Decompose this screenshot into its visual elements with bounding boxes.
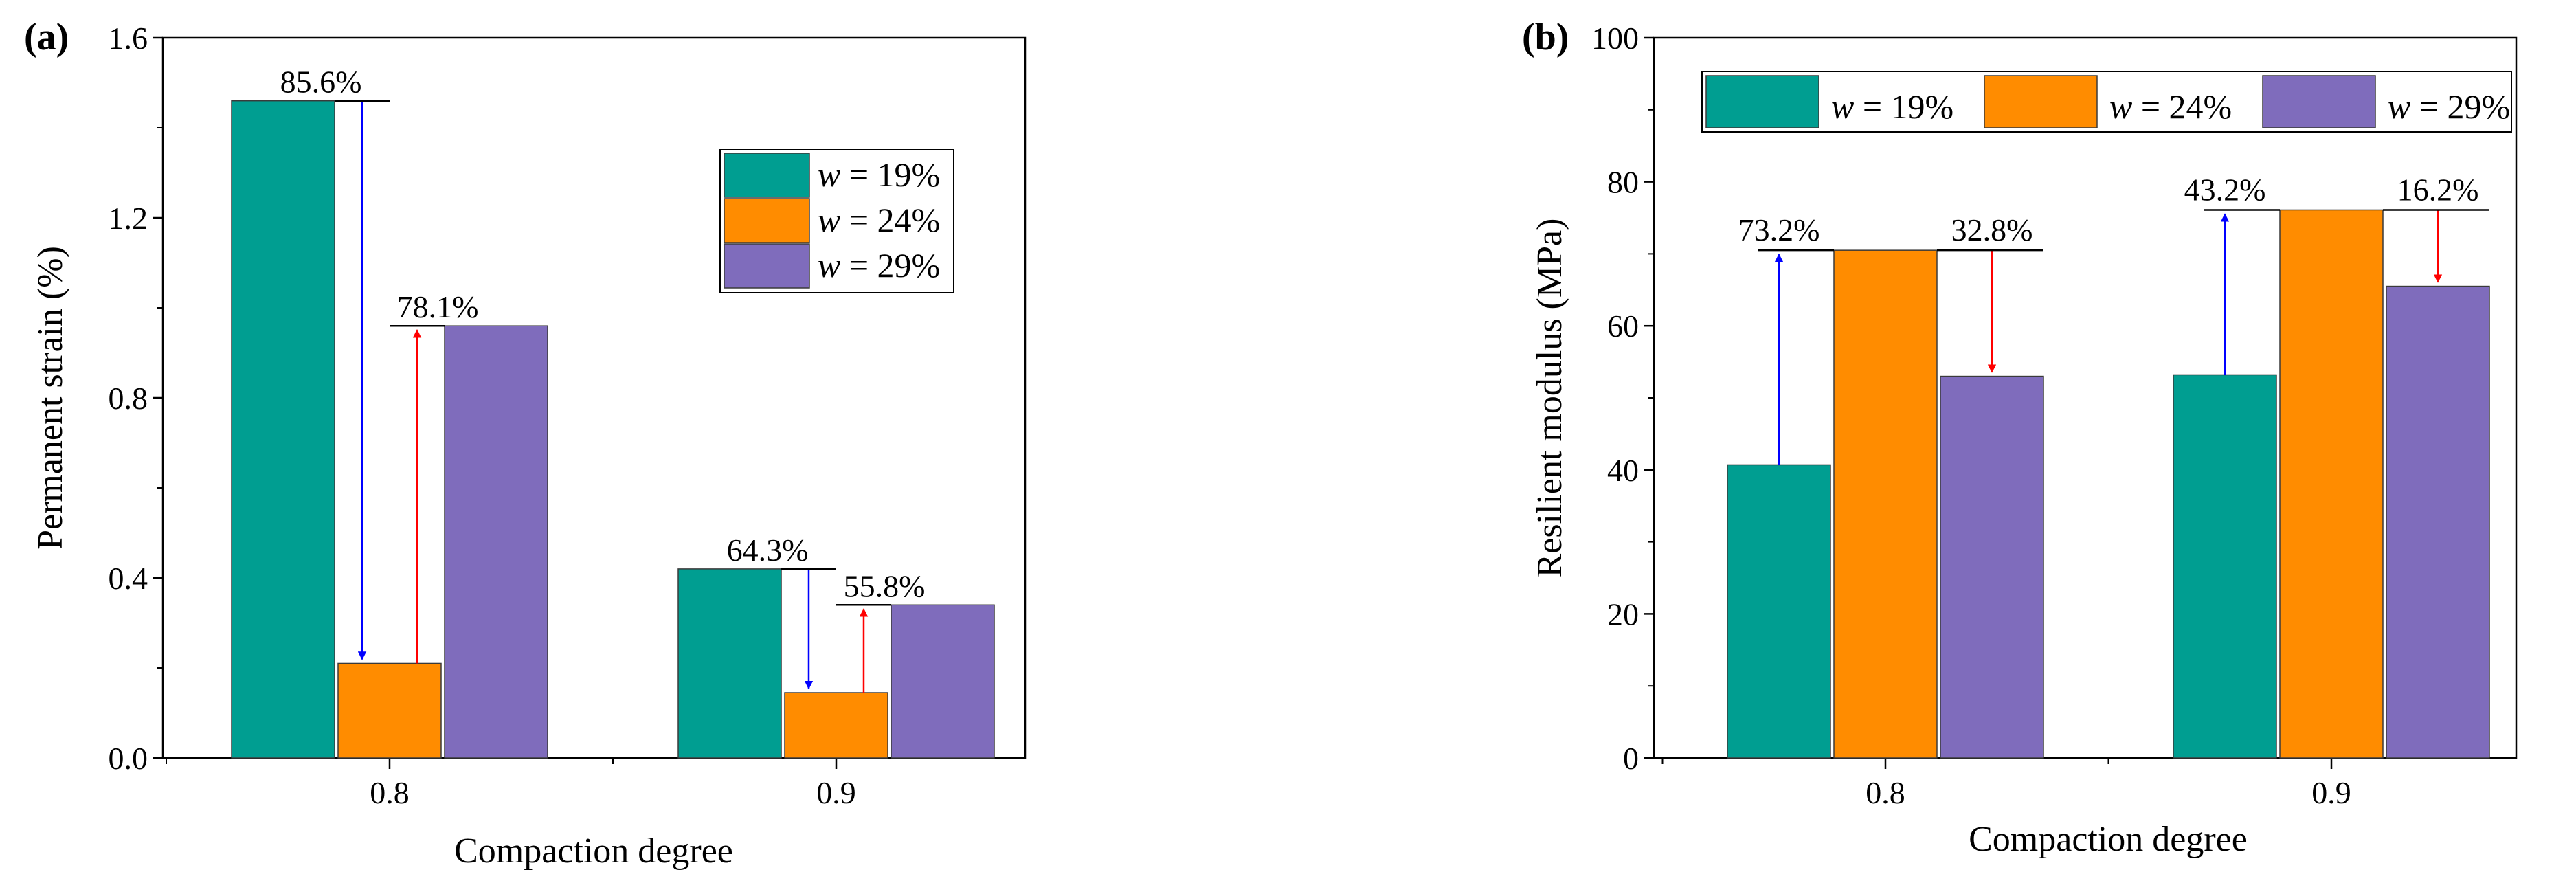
- change-label: 64.3%: [727, 533, 809, 568]
- y-axis-ticks-b: 0 20 40 60 80 100: [1591, 21, 1654, 776]
- legend-label: w = 29%: [2388, 87, 2510, 126]
- change-label: 73.2%: [1738, 212, 1820, 247]
- bars-a: [231, 100, 995, 759]
- legend-label: w = 24%: [818, 201, 940, 239]
- y-tick-label: 1.2: [109, 201, 148, 236]
- y-tick-label: 0.0: [109, 741, 148, 776]
- chart-panel-a: (a) 0.0 0.4 0.8 1.2 1.6 0.8 0.9 85.6% 78.1% 64.…: [24, 16, 1027, 871]
- x-tick-label: 0.8: [1866, 775, 1905, 810]
- legend-label: w = 19%: [818, 155, 940, 194]
- legend-label: w = 29%: [818, 246, 940, 284]
- bar: [2279, 209, 2384, 759]
- annotations-b: 73.2% 32.8% 43.2% 16.2%: [1738, 172, 2489, 465]
- bar: [1940, 375, 2044, 759]
- panel-label-a: (a): [24, 16, 69, 58]
- bar: [2173, 374, 2277, 759]
- legend-swatch: [1705, 75, 1819, 128]
- legend-swatch: [724, 243, 810, 289]
- x-axis-title-a: Compaction degree: [454, 831, 733, 871]
- y-tick-label: 0.8: [109, 381, 148, 416]
- bar: [784, 692, 888, 759]
- panel-label-b: (b): [1522, 16, 1569, 58]
- bar: [1833, 249, 1938, 759]
- bars-b: [1727, 209, 2490, 759]
- change-label: 78.1%: [397, 289, 479, 324]
- y-tick-label: 1.6: [109, 21, 148, 56]
- bar: [1727, 464, 1831, 759]
- y-tick-label: 100: [1591, 21, 1639, 56]
- x-axis-ticks-a: 0.8 0.9: [166, 758, 856, 810]
- x-tick-label: 0.9: [2311, 775, 2351, 810]
- change-label: 43.2%: [2184, 172, 2266, 207]
- x-tick-label: 0.9: [816, 775, 856, 810]
- bar: [677, 568, 782, 759]
- y-tick-label: 40: [1607, 453, 1639, 488]
- change-label: 55.8%: [844, 568, 926, 603]
- x-axis-ticks-b: 0.8 0.9: [1661, 758, 2351, 810]
- y-axis-ticks-a: 0.0 0.4 0.8 1.2 1.6: [109, 21, 163, 776]
- bar: [891, 604, 995, 759]
- legend-box: [1701, 71, 2512, 133]
- chart-panel-b: (b) 0 20 40 60 80 100 0.8 0.9 73.2% 32.8% 43.2% 1…: [1522, 16, 2518, 859]
- y-tick-label: 60: [1607, 309, 1639, 344]
- legend-label: w = 24%: [2109, 87, 2232, 126]
- change-label: 85.6%: [280, 65, 362, 100]
- x-tick-label: 0.8: [370, 775, 410, 810]
- x-axis-title-b: Compaction degree: [1969, 820, 2248, 859]
- y-axis-title-a: Permanent strain (%): [31, 246, 70, 550]
- y-tick-label: 80: [1607, 165, 1639, 200]
- bar: [2386, 285, 2490, 759]
- bar: [231, 100, 335, 759]
- legend-swatch: [1984, 75, 2098, 128]
- y-tick-label: 0: [1623, 741, 1639, 776]
- legend-swatch: [724, 153, 810, 198]
- legend-label: w = 19%: [1831, 87, 1953, 126]
- y-axis-title-b: Resilient modulus (MPa): [1530, 219, 1569, 578]
- bar: [444, 325, 548, 759]
- annotations-a: 85.6% 78.1% 64.3% 55.8%: [280, 65, 926, 693]
- y-tick-label: 0.4: [109, 561, 148, 596]
- change-label: 16.2%: [2397, 172, 2479, 207]
- legend-a: w = 19% w = 24% w = 29%: [719, 149, 954, 293]
- y-tick-label: 20: [1607, 596, 1639, 631]
- bar: [337, 662, 442, 759]
- legend-swatch: [2262, 75, 2376, 128]
- legend-b: w = 19% w = 24% w = 29%: [1701, 71, 2512, 133]
- legend-swatch: [724, 198, 810, 243]
- change-label: 32.8%: [1951, 212, 2033, 247]
